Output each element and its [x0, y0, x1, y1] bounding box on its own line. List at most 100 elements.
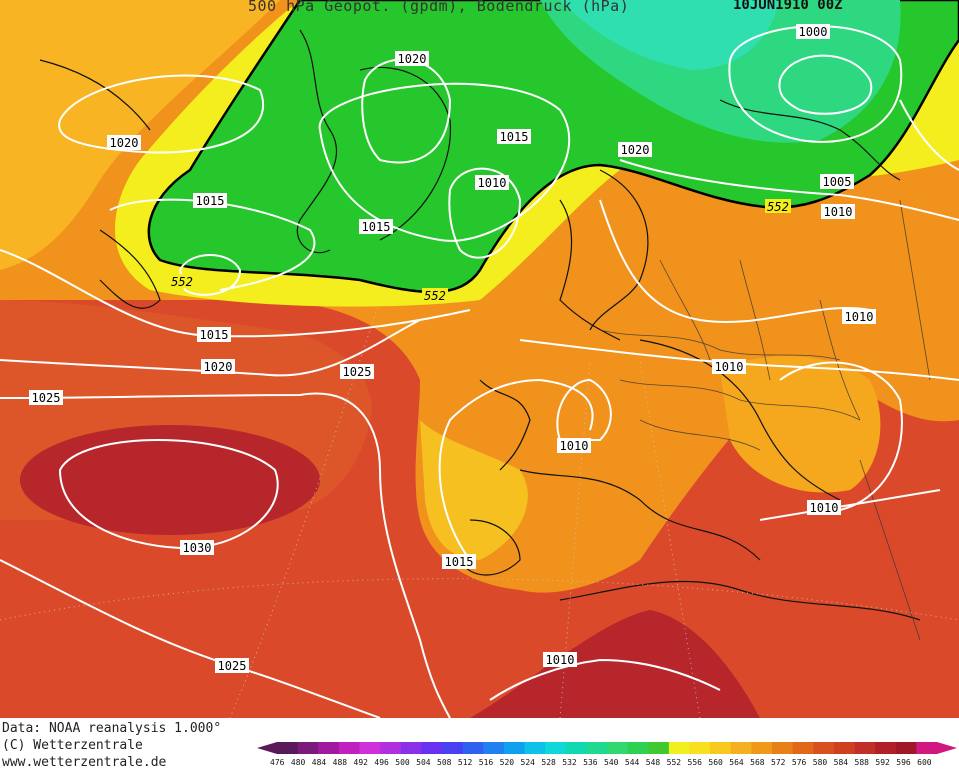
colorbar-value: 480: [290, 758, 306, 767]
dark-red-high-africa: [470, 610, 760, 718]
isobar-label: 1020: [204, 360, 233, 374]
colorbar-segment: [524, 742, 546, 754]
colorbar-value: 584: [833, 758, 849, 767]
colorbar-value: 572: [771, 758, 786, 767]
colorbar-value: 564: [729, 758, 744, 767]
colorbar-segment: [338, 742, 360, 754]
colorbar-value: 568: [750, 758, 765, 767]
colorbar-value: 536: [583, 758, 598, 767]
data-source-text: Data: NOAA reanalysis 1.000°: [2, 721, 222, 736]
isobar-label: 1010: [824, 205, 853, 219]
colorbar-value: 512: [457, 758, 473, 767]
geopotential-label: 552: [171, 275, 193, 289]
colorbar-segment: [483, 742, 505, 754]
isobar-label: 1015: [196, 194, 225, 208]
colorbar-value: 548: [645, 758, 661, 767]
colorbar-segment: [462, 742, 484, 754]
isobar-label: 1025: [218, 659, 247, 673]
country-borders: [599, 199, 931, 641]
isobar-label: 1000: [799, 25, 828, 39]
isobar-label: 1025: [343, 365, 372, 379]
colorbar-value: 476: [270, 758, 285, 767]
colorbar-segment: [875, 742, 897, 754]
colorbar-value: 580: [812, 758, 828, 767]
colorbar-value: 592: [875, 758, 890, 767]
colorbar-value: 504: [416, 758, 431, 767]
colorbar-segment: [792, 742, 814, 754]
website-text: www.wetterzentrale.de: [2, 755, 167, 770]
map-title: 500 hPa Geopot. (gpdm), Bodendruck (hPa): [248, 0, 630, 15]
colorbar-value: 588: [854, 758, 869, 767]
light-orange-nw: [0, 0, 280, 270]
colorbar-value: 500: [395, 758, 410, 767]
isobar-label: 1020: [621, 143, 650, 157]
isobar-label: 1025: [32, 391, 61, 405]
colorbar-segment: [400, 742, 422, 754]
colorbar-segment: [710, 742, 732, 754]
colorbar-segment: [813, 742, 835, 754]
colorbar-segment: [503, 742, 525, 754]
colorbar-segment: [751, 742, 773, 754]
isobar-label: 1015: [362, 220, 391, 234]
copyright-text: (C) Wetterzentrale: [2, 738, 143, 753]
light-orange-east: [720, 356, 881, 493]
colorbar-right-arrow: [937, 742, 957, 754]
colorbar-segment: [730, 742, 752, 754]
colorbar-segment: [318, 742, 340, 754]
colorbar-segment: [648, 742, 670, 754]
isobar-labels: 1020 1000 1020 1015 1020 1015 1005 1010 …: [29, 24, 876, 673]
colorbar-segment: [359, 742, 381, 754]
colorbar-segment: [421, 742, 443, 754]
colorbar-segment: [277, 742, 299, 754]
isobar-label: 1015: [200, 328, 229, 342]
colorbar-value: 520: [499, 758, 515, 767]
colorbar-segment: [854, 742, 876, 754]
colorbar-left-arrow: [257, 742, 277, 754]
colorbar-segment: [380, 742, 402, 754]
colorbar-value: 528: [541, 758, 556, 767]
colorbar-segment: [297, 742, 319, 754]
colorbar-segment: [627, 742, 649, 754]
colorbar-value: 556: [687, 758, 702, 767]
colorbar-value: 516: [478, 758, 494, 767]
isobar-label: 1010: [560, 439, 589, 453]
colorbar-value: 544: [624, 758, 640, 767]
colorbar-segment: [916, 742, 938, 754]
geopotential-label: 552: [767, 200, 789, 214]
colorbar-segment: [895, 742, 917, 754]
coastlines: [39, 29, 921, 621]
isobar-label: 1010: [546, 653, 575, 667]
colorbar-value: 600: [917, 758, 932, 767]
colorbar-value: 576: [791, 758, 807, 767]
colorbar-value: 552: [666, 758, 682, 767]
colorbar-value: 596: [896, 758, 911, 767]
isobar-label: 1010: [478, 176, 507, 190]
colorbar-value: 492: [353, 758, 368, 767]
colorbar-segment: [586, 742, 608, 754]
isobar-label: 1010: [845, 310, 874, 324]
isobar-label: 1030: [183, 541, 212, 555]
colorbar-value: 532: [562, 758, 577, 767]
colorbar-value: 540: [604, 758, 619, 767]
geopotential-label: 552: [424, 289, 446, 303]
colorbar-segment: [442, 742, 464, 754]
colorbar-segment: [545, 742, 567, 754]
colorbar-value: 508: [437, 758, 452, 767]
isobar-label: 1005: [823, 175, 852, 189]
isobar-label: 1015: [500, 130, 529, 144]
colorbar-value: 524: [520, 758, 535, 767]
colorbar-segment: [668, 742, 690, 754]
map-date: 10JUN1910 00Z: [733, 0, 843, 13]
colorbar-value: 484: [311, 758, 327, 767]
dark-red-high-atlantic: [20, 425, 320, 535]
colorbar: [257, 742, 957, 754]
isobar-label: 1020: [398, 52, 427, 66]
cyan-zone: [560, 0, 780, 70]
colorbar-segment: [689, 742, 711, 754]
isobar-label: 1010: [715, 360, 744, 374]
isobar-label: 1020: [110, 136, 139, 150]
colorbar-segment: [565, 742, 587, 754]
graticule: [0, 299, 959, 719]
isobar-label: 1015: [445, 555, 474, 569]
colorbar-segment: [607, 742, 629, 754]
